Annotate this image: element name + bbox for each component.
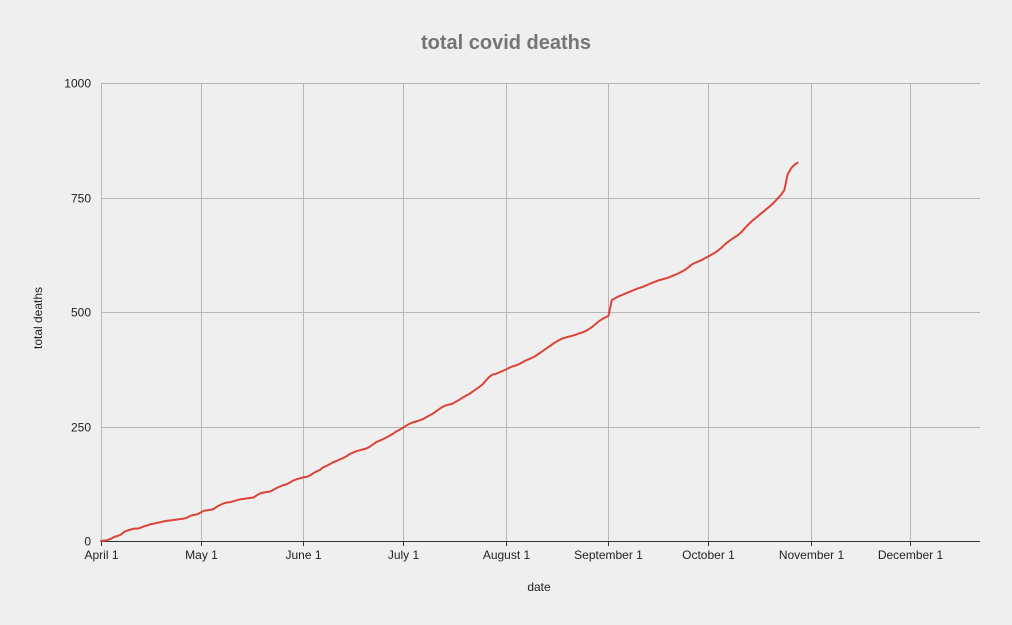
x-tick-label: December 1 — [878, 548, 944, 562]
x-tick-label: November 1 — [779, 548, 845, 562]
chart-title: total covid deaths — [421, 32, 591, 54]
gridlines — [101, 83, 980, 541]
x-axis-title: date — [527, 580, 551, 594]
y-tick-label: 500 — [71, 306, 91, 320]
x-tick-label: June 1 — [285, 548, 321, 562]
x-tick-label: August 1 — [483, 548, 531, 562]
y-tick-label: 0 — [84, 535, 91, 549]
series-line-total-deaths — [100, 161, 799, 542]
x-tick-label: September 1 — [574, 548, 643, 562]
x-tick-label: April 1 — [84, 548, 118, 562]
y-tick-label: 750 — [71, 192, 91, 206]
y-tick-label: 1000 — [64, 77, 91, 91]
x-tick-label: May 1 — [185, 548, 218, 562]
x-tick-label: October 1 — [682, 548, 735, 562]
axes — [101, 541, 980, 546]
y-tick-label: 250 — [71, 421, 91, 435]
series-layer — [100, 161, 799, 542]
y-axis-title: total deaths — [31, 287, 45, 349]
tick-labels: 0 250 500 750 1000 April 1 May 1 June 1 July 1 Au… — [64, 77, 943, 563]
x-tick-label: July 1 — [388, 548, 420, 562]
